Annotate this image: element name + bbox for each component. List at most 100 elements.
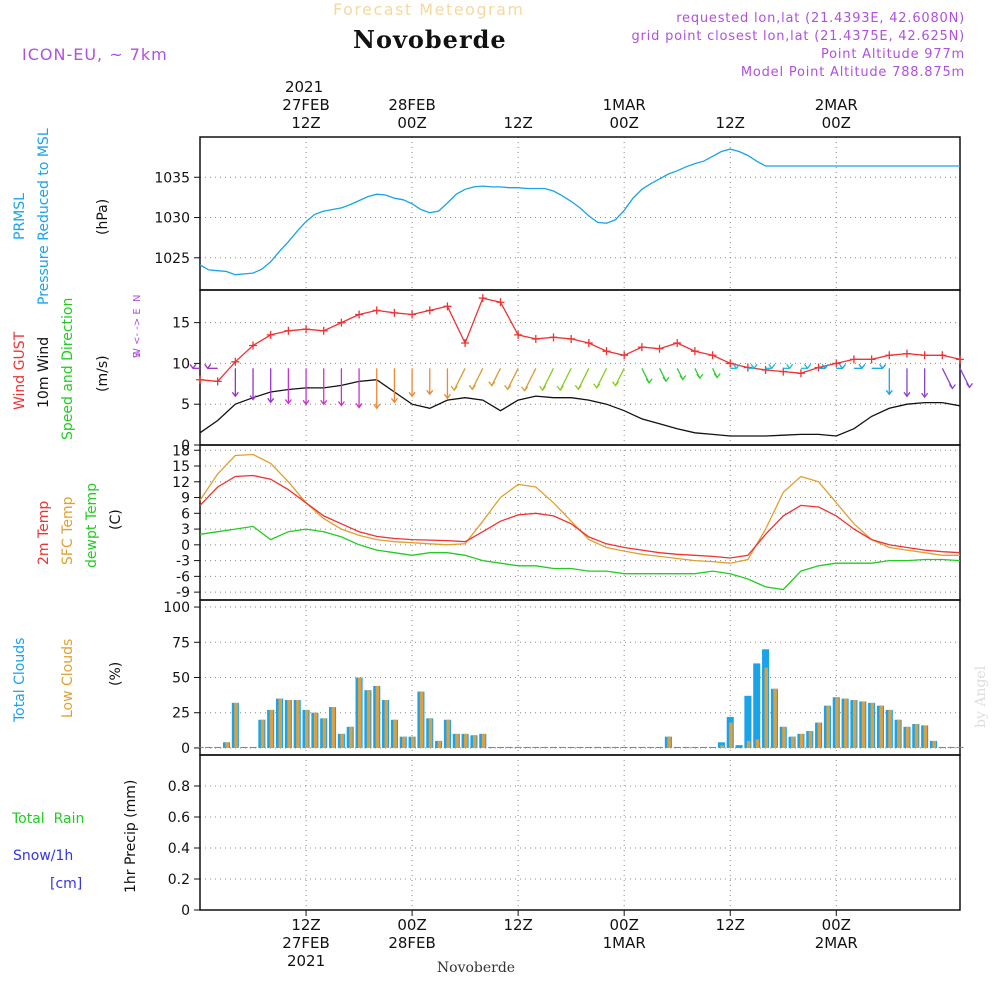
total-cloud-bar: [629, 746, 637, 748]
low-cloud-bar: [260, 719, 265, 748]
bottom-location-label: Novoberde: [437, 960, 515, 976]
wind-arrow-head: [320, 399, 328, 406]
low-cloud-bar: [296, 700, 300, 748]
model-altitude: Model Point Altitude 788.875m: [741, 65, 965, 80]
bottom-hour-label: 00Z: [609, 916, 638, 934]
bottom-hour-label: 12Z: [716, 916, 745, 934]
total-cloud-bar: [735, 745, 743, 748]
total-cloud-bar: [673, 746, 681, 748]
total-cloud-bar: [638, 746, 646, 748]
total-cloud-bar: [709, 746, 717, 748]
top-hour-label: 00Z: [397, 114, 426, 132]
low-cloud-bar: [331, 707, 336, 748]
wind-arrow-head: [204, 363, 212, 370]
total-cloud-bar: [532, 746, 540, 748]
gust-marker: [213, 377, 222, 386]
wind-10m-label: 10m Wind: [36, 337, 52, 408]
low-cloud-bar: [366, 690, 371, 748]
temp-dewpt-line: [199, 525, 961, 591]
bottom-date-label: 2MAR: [815, 934, 858, 952]
wind-arrow-head: [284, 399, 292, 405]
total-cloud-bar: [514, 746, 522, 748]
gust-marker: [602, 347, 611, 356]
low-cloud-bar: [234, 702, 238, 748]
total-cloud-bar: [594, 746, 602, 748]
prmsl-frame: [199, 136, 961, 291]
y-tick-label: 12: [172, 475, 190, 491]
low-cloud-bar: [667, 736, 671, 748]
wind-arrow-head: [488, 381, 496, 387]
wind-arrow-head: [390, 397, 398, 404]
wind-arrow-head: [593, 383, 601, 389]
wind-arrow-head: [426, 389, 434, 396]
temp-2m-line: [199, 474, 961, 559]
wind-arrow-head: [408, 391, 416, 398]
total-cloud-bar: [249, 746, 257, 748]
y-tick-label: 1030: [154, 211, 190, 227]
wind-arrow-head: [713, 373, 721, 379]
wind-gust-label: Wind GUST: [12, 331, 28, 410]
low-cloud-bar: [720, 745, 724, 748]
total-cloud-bar: [496, 746, 504, 748]
y-tick-label: 100: [163, 600, 190, 616]
bottom-hour-label: 12Z: [503, 916, 532, 934]
low-cloud-bar: [455, 733, 459, 748]
wind-arrow-head: [267, 397, 275, 404]
faded-title: Forecast Meteogram: [333, 0, 524, 19]
wind-arrow-head: [966, 382, 974, 389]
total-cloud-bar: [585, 746, 593, 748]
gust-marker: [372, 306, 381, 315]
gust-marker: [885, 351, 894, 360]
wind-arrow-head: [768, 363, 776, 370]
wind-arrow-head: [858, 363, 866, 370]
wind-arrow-head: [750, 363, 758, 370]
low-cloud-bar: [481, 733, 486, 748]
low-cloud-bar: [755, 739, 760, 748]
temp-unit-label: (C): [108, 509, 124, 530]
bottom-date-label: 27FEB: [282, 934, 329, 952]
wind-arrow-head: [786, 363, 794, 370]
gust-marker: [302, 325, 311, 334]
location-title: Novoberde: [353, 25, 507, 54]
bottom-date-label: 1MAR: [603, 934, 646, 952]
low-cloud-bar: [472, 735, 477, 748]
precipitation-panel: 0 0.2 0.4 0.6 0.8: [168, 754, 961, 919]
gust-marker: [796, 369, 805, 378]
top-hour-label: 00Z: [822, 114, 851, 132]
low-cloud-bar: [746, 740, 751, 748]
low-cloud-bar: [349, 726, 353, 748]
wind-arrow-head: [804, 363, 812, 370]
low-cloud-bar: [358, 677, 362, 748]
low-cloud-bar: [844, 698, 848, 748]
gust-marker: [655, 344, 664, 353]
precip-unit-label: 1hr Precip (mm): [123, 780, 139, 893]
watermark: by Angel: [973, 665, 989, 728]
wind-arrow-head: [337, 401, 345, 407]
wind-arrow-head: [574, 384, 582, 391]
gust-marker: [425, 306, 434, 315]
gust-marker: [620, 351, 629, 360]
bottom-year-label: 2021: [287, 952, 325, 970]
low-cloud-bar: [287, 700, 291, 748]
gust-marker: [531, 334, 540, 343]
wind-arrow-head: [355, 403, 363, 409]
compass-we: W <- -> E: [132, 308, 143, 358]
low-cloud-bar: [375, 685, 380, 748]
top-hour-label: 12Z: [503, 114, 532, 132]
top-date-label: 27FEB: [282, 96, 329, 114]
total-cloud-bar: [647, 746, 655, 748]
wind-arrow: [507, 368, 519, 390]
low-cloud-bar: [322, 718, 327, 748]
wind-arrow-head: [302, 399, 310, 406]
low-cloud-bar: [888, 709, 892, 748]
low-cloud-bar: [852, 700, 857, 748]
y-tick-label: 6: [181, 506, 190, 522]
wind-arrow-head: [504, 384, 512, 391]
wind-arrow-head: [921, 392, 929, 399]
gust-marker: [920, 351, 929, 360]
top-hour-label: 12Z: [716, 114, 745, 132]
low-cloud-bar: [870, 702, 875, 748]
y-tick-label: 0: [181, 903, 190, 919]
